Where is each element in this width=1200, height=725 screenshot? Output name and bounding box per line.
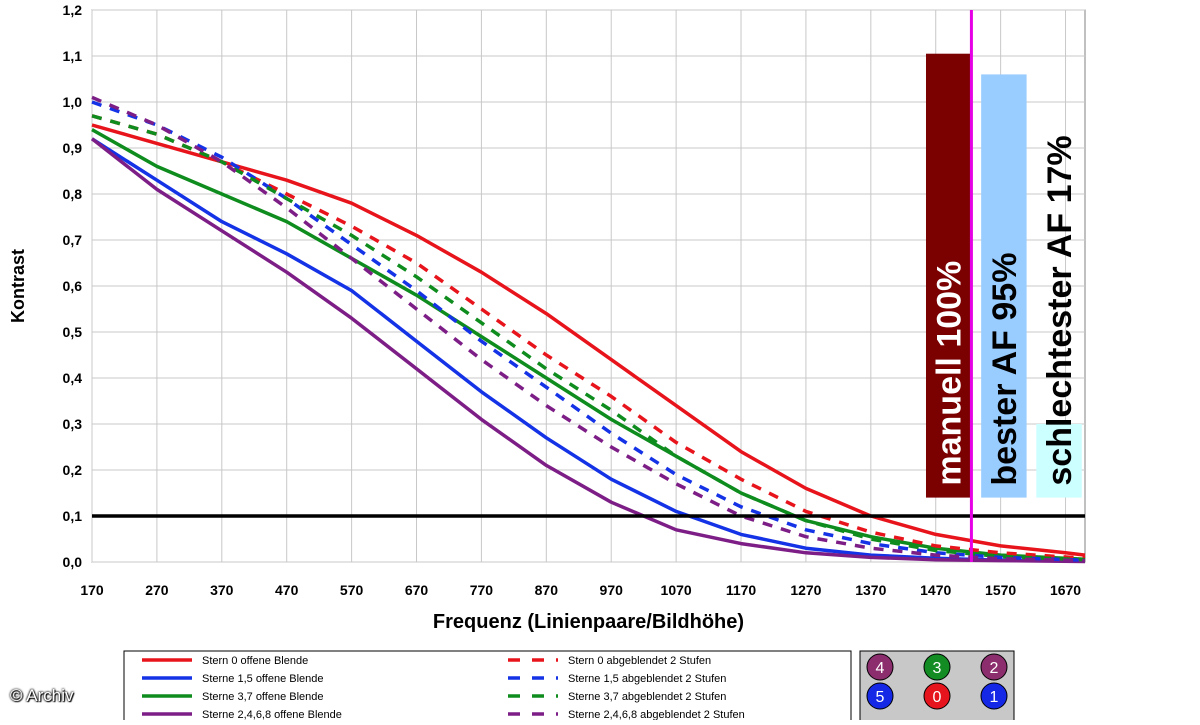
legend-label-5: Sterne 1,5 abgeblendet 2 Stufen	[568, 673, 726, 685]
y-tick-label: 1,0	[63, 94, 83, 110]
y-tick-label: 0,9	[63, 140, 83, 156]
y-tick-label: 0,4	[63, 370, 83, 386]
inset-circle-4	[923, 682, 951, 710]
inset-circle-2	[980, 653, 1008, 681]
inset-circle-label-3: 5	[876, 689, 885, 706]
legend-label-0: Stern 0 offene Blende	[202, 655, 308, 667]
bar-label-1: bester AF 95%	[986, 253, 1024, 486]
credit-label: © Archiv	[10, 686, 74, 705]
x-tick-label: 1270	[790, 582, 821, 598]
legend-label-1: Sterne 1,5 offene Blende	[202, 673, 324, 685]
legend-box	[123, 650, 852, 725]
grid	[91, 9, 1086, 563]
x-tick-label: 670	[405, 582, 429, 598]
x-tick-label: 570	[340, 582, 364, 598]
series-line-5	[91, 100, 1086, 562]
x-tick-label: 1070	[661, 582, 692, 598]
series-line-7	[91, 95, 1086, 563]
x-tick-label: 770	[470, 582, 494, 598]
legend-label-4: Stern 0 abgeblendet 2 Stufen	[568, 655, 711, 667]
x-tick-label: 270	[145, 582, 169, 598]
series-line-0	[91, 123, 1086, 557]
x-tick-label: 1170	[726, 582, 757, 598]
bar-2	[1036, 424, 1082, 498]
series-line-1	[91, 137, 1086, 563]
bar-label-0: manuell 100%	[931, 261, 969, 486]
inset-circle-0	[866, 653, 894, 681]
position-inset: 4 3 2 5 0 1	[859, 650, 1015, 725]
bar-1	[981, 74, 1027, 498]
y-tick-label: 0,5	[63, 324, 83, 340]
inset-circle-label-5: 1	[990, 689, 999, 706]
inset-circle-1	[923, 653, 951, 681]
x-tick-label: 870	[535, 582, 559, 598]
x-tick-label: 370	[210, 582, 234, 598]
series-group	[90, 95, 1086, 564]
series-line-6	[91, 114, 1086, 562]
x-tick-label: 1370	[855, 582, 886, 598]
legend-label-6: Sterne 3,7 abgeblendet 2 Stufen	[568, 691, 726, 703]
series-line-3	[90, 137, 1086, 564]
bar-label-2: schlechtester AF 17%	[1041, 135, 1079, 485]
legend: Stern 0 offene Blende Sterne 1,5 offene B…	[123, 650, 852, 725]
y-tick-label: 0,8	[63, 186, 83, 202]
x-tick-label: 1470	[920, 582, 951, 598]
legend-label-7: Sterne 2,4,6,8 abgeblendet 2 Stufen	[568, 709, 745, 720]
y-tick-label: 1,1	[63, 48, 83, 64]
y-tick-label: 1,2	[63, 2, 83, 18]
y-tick-label: 0,2	[63, 462, 83, 478]
x-axis-label: Frequenz (Linienpaare/Bildhöhe)	[433, 611, 744, 633]
legend-label-2: Sterne 3,7 offene Blende	[202, 691, 324, 703]
inset-circle-3	[866, 682, 894, 710]
axes: 170 270 370 470 570 670 770 870 970 1070 1170 1270 1…	[8, 2, 1081, 633]
series-line-2	[91, 128, 1086, 561]
inset-circle-5	[980, 682, 1008, 710]
y-tick-label: 0,1	[63, 508, 83, 524]
x-tick-label: 170	[80, 582, 104, 598]
bar-0	[925, 53, 972, 498]
y-tick-label: 0,6	[63, 278, 83, 294]
x-tick-label: 1670	[1050, 582, 1081, 598]
bars-group: manuell 100% bester AF 95% schlechtester A…	[925, 53, 1082, 498]
y-tick-label: 0,3	[63, 416, 83, 432]
x-tick-label: 1570	[985, 582, 1016, 598]
x-tick-label: 970	[600, 582, 624, 598]
x-tick-label: 470	[275, 582, 299, 598]
reference-lines	[92, 10, 1085, 562]
inset-circle-label-1: 3	[933, 660, 942, 677]
inset-circle-label-0: 4	[876, 660, 885, 677]
legend-label-3: Sterne 2,4,6,8 offene Blende	[202, 709, 342, 720]
inset-circle-label-4: 0	[933, 689, 942, 706]
y-tick-label: 0,0	[63, 554, 83, 570]
y-axis-label: Kontrast	[8, 249, 28, 323]
inset-circle-label-2: 2	[990, 660, 999, 677]
y-tick-label: 0,7	[63, 232, 83, 248]
